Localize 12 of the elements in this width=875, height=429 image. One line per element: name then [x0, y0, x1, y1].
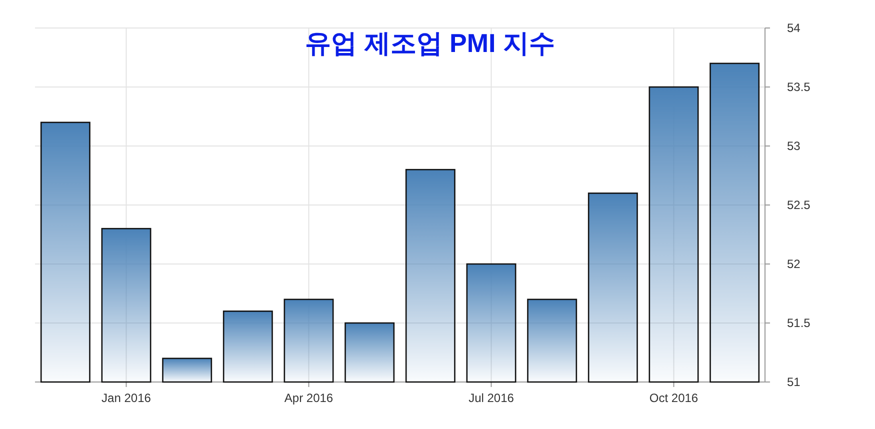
x-tick-label: Jul 2016	[468, 391, 514, 405]
y-tick-label: 51	[787, 375, 801, 389]
y-tick-label: 53	[787, 139, 801, 153]
x-tick-label: Oct 2016	[649, 391, 698, 405]
y-tick-label: 51.5	[787, 316, 811, 330]
y-tick-label: 54	[787, 21, 801, 35]
chart-title: 유업 제조업 PMI 지수	[305, 28, 555, 58]
y-tick-label: 52.5	[787, 198, 811, 212]
y-tick-label: 53.5	[787, 80, 811, 94]
x-tick-label: Jan 2016	[102, 391, 152, 405]
y-tick-label: 52	[787, 257, 801, 271]
x-tick-label: Apr 2016	[284, 391, 334, 405]
